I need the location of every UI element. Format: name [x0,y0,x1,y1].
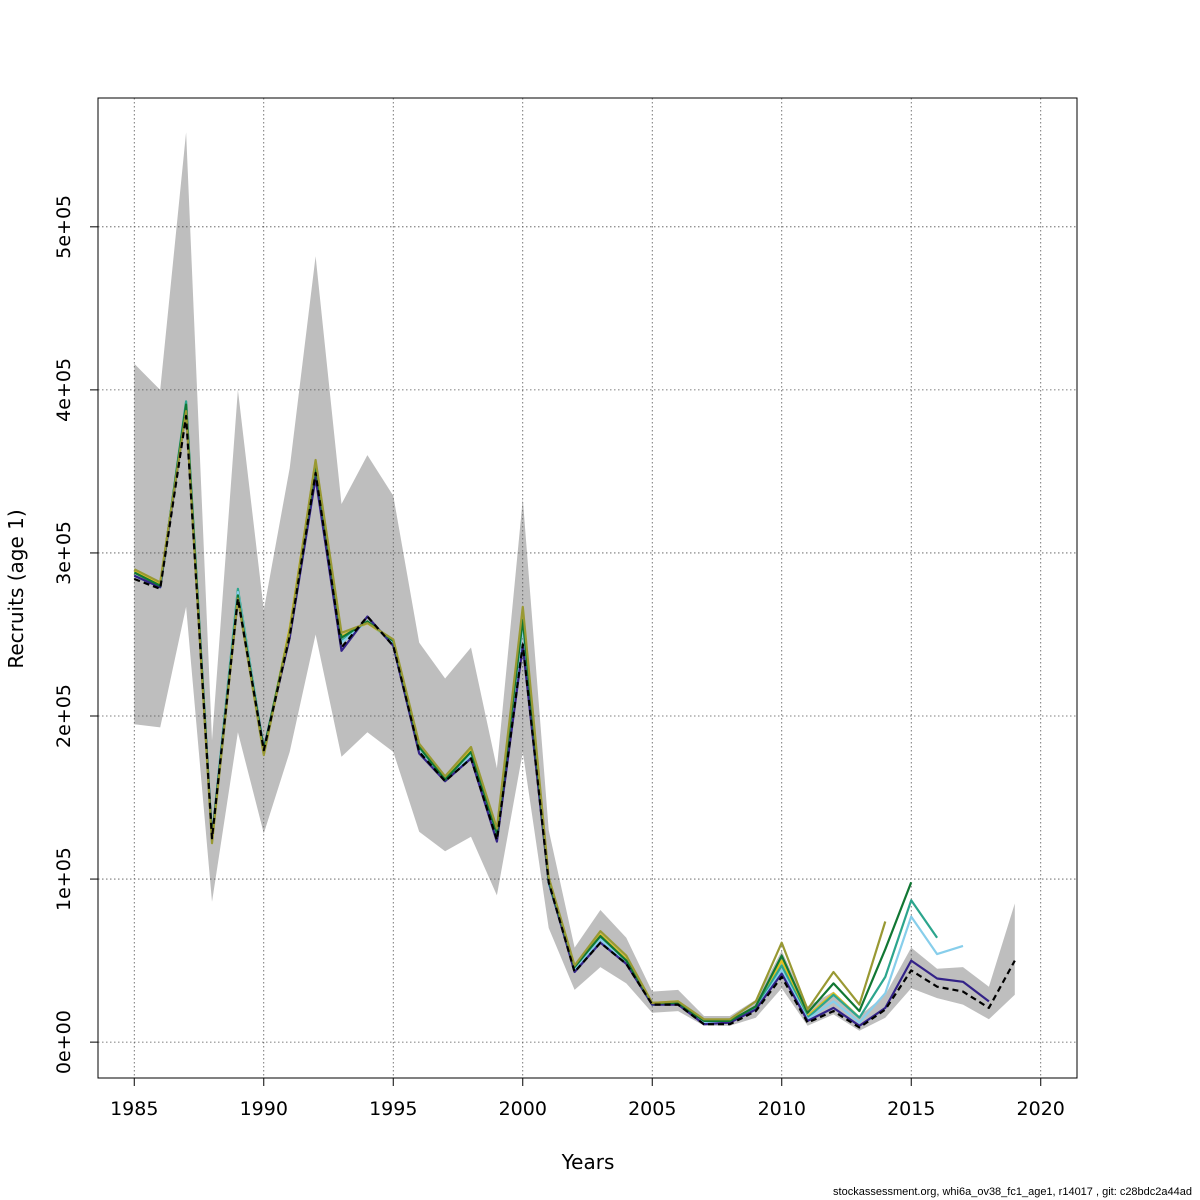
y-tick-label: 0e+00 [53,1010,75,1074]
x-tick-label: 2005 [628,1098,676,1120]
confidence-band [134,132,1015,1031]
y-tick-label: 3e+05 [53,521,75,585]
x-tick-label: 1985 [110,1098,158,1120]
series-layer [133,400,1016,1029]
series-line-7 [133,414,1016,1029]
x-axis-title: Years [561,1150,615,1174]
y-tick-label: 1e+05 [53,847,75,911]
x-tick-label: 1990 [240,1098,288,1120]
y-tick-label: 2e+05 [53,684,75,748]
x-tick-label: 2015 [887,1098,935,1120]
axis-layer: 1985 1990 1995 2000 2005 2010 2015 2020 0e+00 1e+… [53,195,1065,1120]
x-tick-label: 2000 [499,1098,547,1120]
x-tick-label: 2020 [1017,1098,1065,1120]
x-tick-label: 2010 [758,1098,806,1120]
confidence-band-layer [134,132,1015,1031]
x-tick-label: 1995 [369,1098,417,1120]
grid-layer [98,98,1077,1078]
plot-frame [97,97,1078,1079]
y-tick-label: 4e+05 [53,358,75,422]
y-axis-title: Recruits (age 1) [4,509,28,668]
footer-credit: stockassessment.org, whi6a_ov38_fc1_age1… [833,1186,1192,1198]
series-line-6 [133,410,887,1021]
y-tick-label: 5e+05 [53,195,75,259]
